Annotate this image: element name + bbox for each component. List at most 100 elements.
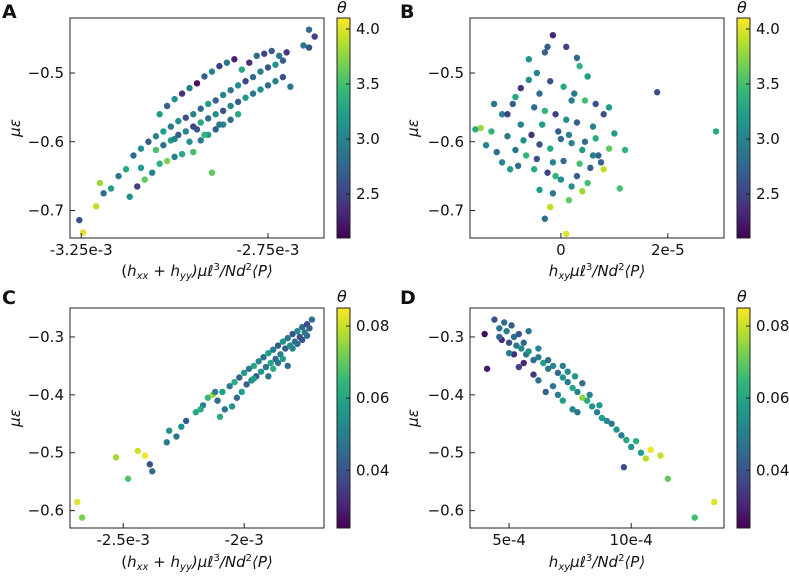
scatter-point bbox=[657, 452, 664, 459]
scatter-point bbox=[272, 61, 279, 68]
scatter-point bbox=[311, 33, 318, 40]
scatter-point bbox=[197, 137, 204, 144]
scatter-point bbox=[598, 414, 606, 422]
scatter-point bbox=[518, 345, 525, 352]
scatter-point bbox=[305, 44, 313, 51]
scatter-point bbox=[234, 98, 242, 106]
scatter-point bbox=[160, 141, 167, 149]
scatter-point bbox=[552, 172, 559, 180]
scatter-point bbox=[219, 107, 227, 115]
scatter-point bbox=[260, 354, 267, 361]
colorbar-tick-label: 0.04 bbox=[356, 461, 389, 479]
scatter-point bbox=[145, 138, 152, 145]
scatter-point bbox=[664, 475, 672, 482]
scatter-point bbox=[160, 128, 167, 135]
panel-b-y-label: με bbox=[404, 119, 422, 138]
scatter-point bbox=[227, 102, 234, 110]
scatter-point bbox=[134, 447, 141, 455]
scatter-point bbox=[525, 327, 532, 335]
scatter-point bbox=[236, 374, 243, 381]
y-tick-label: −0.3 bbox=[428, 328, 464, 346]
y-tick-label: −0.5 bbox=[28, 64, 64, 82]
panel-b: B 0 2e-5 −0.5 −0.6 −0.7 με hxyμℓ3/Nd2⟨P⟩ 4.… bbox=[400, 0, 780, 282]
scatter-point bbox=[249, 73, 257, 81]
y-tick-label: −0.6 bbox=[428, 133, 464, 151]
scatter-point bbox=[515, 330, 523, 338]
scatter-point bbox=[568, 97, 575, 104]
scatter-point bbox=[621, 146, 629, 154]
scatter-point bbox=[555, 128, 562, 135]
scatter-point bbox=[182, 417, 190, 425]
scatter-point bbox=[477, 124, 484, 132]
panel-d-letter: D bbox=[400, 287, 416, 309]
panel-d-x-label: hxyμℓ3/Nd2⟨P⟩ bbox=[549, 553, 645, 573]
scatter-point bbox=[299, 323, 306, 331]
scatter-point bbox=[122, 166, 130, 173]
panel-a-colorbar-ticks: 4.0 3.5 3.0 2.5 bbox=[346, 20, 380, 203]
scatter-point bbox=[536, 141, 543, 148]
panel-c-x-ticks: -2.5e-3 -2e-3 bbox=[96, 523, 264, 549]
scatter-point bbox=[593, 409, 601, 416]
scatter-point bbox=[522, 152, 530, 159]
scatter-point bbox=[569, 406, 576, 413]
scatter-point bbox=[246, 59, 253, 66]
scatter-point bbox=[171, 135, 178, 143]
scatter-point bbox=[197, 105, 204, 112]
scatter-point bbox=[481, 330, 488, 338]
scatter-point bbox=[530, 371, 537, 378]
scatter-point bbox=[268, 47, 275, 55]
scatter-point bbox=[255, 358, 262, 365]
scatter-point bbox=[171, 95, 178, 103]
scatter-point bbox=[496, 333, 503, 341]
scatter-point bbox=[584, 73, 591, 80]
scatter-point bbox=[126, 193, 133, 200]
scatter-point bbox=[238, 66, 246, 73]
scatter-point bbox=[549, 31, 557, 39]
scatter-point bbox=[212, 111, 219, 118]
scatter-point bbox=[282, 345, 289, 352]
scatter-point bbox=[576, 160, 583, 167]
scatter-point bbox=[525, 348, 532, 355]
scatter-point bbox=[712, 128, 720, 135]
panel-d-y-label: με bbox=[404, 409, 422, 428]
panel-a-x-ticks: -3.25e-3 -2.75e-3 bbox=[50, 233, 299, 259]
scatter-point bbox=[250, 375, 258, 382]
scatter-point bbox=[243, 381, 250, 388]
panel-a: A -3.25e-3 -2.75e-3 −0.5 −0.6 −0.7 με (hxx … bbox=[2, 0, 380, 282]
scatter-point bbox=[589, 152, 597, 159]
scatter-point bbox=[574, 409, 581, 416]
scatter-point bbox=[530, 166, 538, 173]
scatter-point bbox=[589, 123, 597, 130]
scatter-point bbox=[508, 322, 515, 329]
scatter-point bbox=[616, 185, 623, 192]
y-tick-label: −0.6 bbox=[28, 502, 64, 520]
scatter-point bbox=[520, 137, 527, 144]
scatter-point bbox=[642, 455, 650, 462]
scatter-point bbox=[505, 339, 513, 346]
scatter-point bbox=[192, 409, 199, 416]
colorbar-tick-label: 2.5 bbox=[356, 185, 380, 203]
scatter-point bbox=[124, 475, 132, 482]
scatter-point bbox=[568, 183, 575, 190]
scatter-point bbox=[573, 54, 581, 62]
scatter-point bbox=[596, 402, 603, 409]
scatter-point bbox=[600, 166, 607, 173]
scatter-point bbox=[156, 160, 163, 167]
scatter-point bbox=[270, 365, 277, 372]
scatter-point bbox=[549, 190, 557, 197]
scatter-point bbox=[216, 121, 223, 128]
scatter-point bbox=[107, 185, 115, 192]
colorbar-tick-label: 0.08 bbox=[356, 317, 389, 335]
scatter-point bbox=[581, 97, 589, 104]
scatter-point bbox=[201, 131, 208, 139]
scatter-point bbox=[270, 346, 277, 353]
scatter-point bbox=[182, 114, 189, 121]
scatter-point bbox=[262, 363, 270, 371]
scatter-point bbox=[175, 131, 182, 139]
panel-c-points bbox=[74, 316, 316, 521]
scatter-point bbox=[221, 406, 229, 413]
scatter-point bbox=[587, 164, 594, 172]
scatter-point bbox=[212, 126, 219, 133]
scatter-point bbox=[231, 378, 238, 386]
